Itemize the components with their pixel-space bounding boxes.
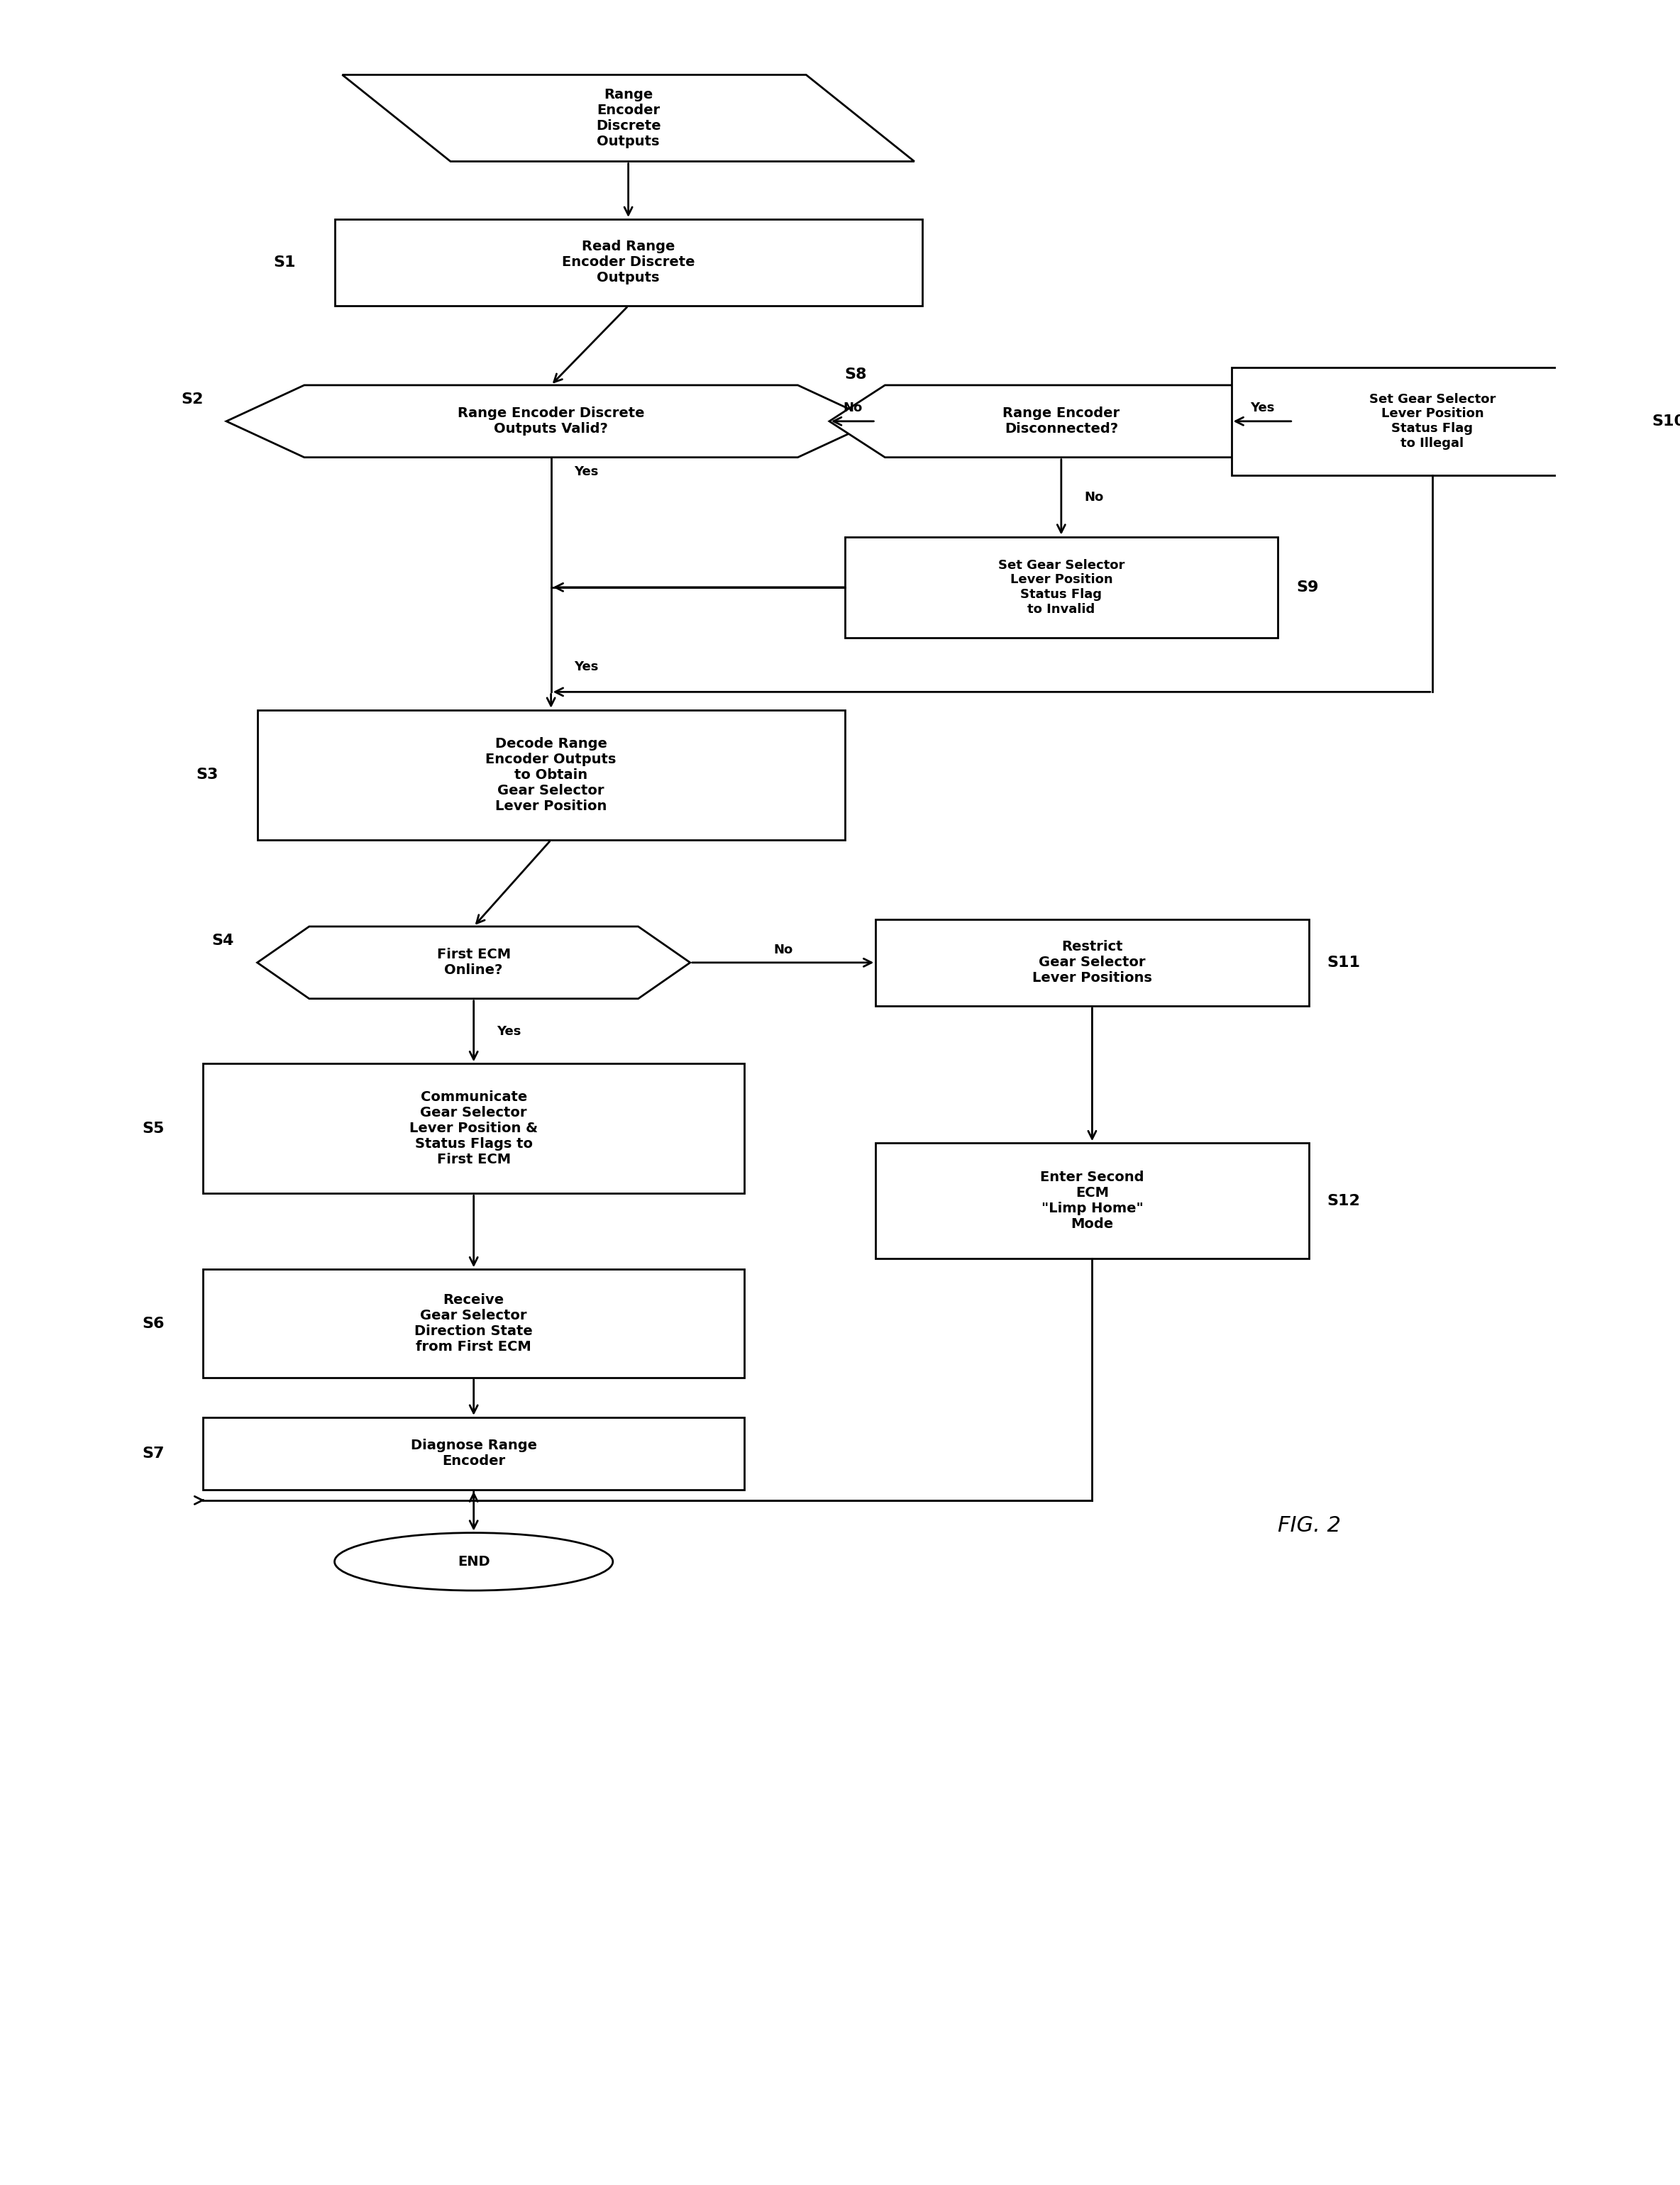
Text: No: No: [773, 944, 793, 957]
Bar: [203, 1418, 744, 1490]
Text: Restrict
Gear Selector
Lever Positions: Restrict Gear Selector Lever Positions: [1032, 940, 1152, 985]
Text: FIG. 2: FIG. 2: [1278, 1514, 1341, 1536]
Text: Set Gear Selector
Lever Position
Status Flag
to Illegal: Set Gear Selector Lever Position Status …: [1369, 393, 1495, 450]
Text: Yes: Yes: [497, 1025, 521, 1038]
Text: S6: S6: [143, 1315, 165, 1331]
Bar: [845, 538, 1278, 638]
Text: S2: S2: [181, 393, 203, 406]
Text: Read Range
Encoder Discrete
Outputs: Read Range Encoder Discrete Outputs: [561, 240, 696, 284]
Text: S12: S12: [1327, 1193, 1361, 1208]
Text: Enter Second
ECM
"Limp Home"
Mode: Enter Second ECM "Limp Home" Mode: [1040, 1171, 1144, 1230]
Text: S5: S5: [143, 1121, 165, 1136]
Bar: [875, 920, 1309, 1005]
Text: S1: S1: [274, 256, 296, 269]
Polygon shape: [257, 926, 690, 999]
Bar: [1231, 367, 1633, 476]
Text: Range Encoder Discrete
Outputs Valid?: Range Encoder Discrete Outputs Valid?: [457, 406, 645, 435]
Bar: [203, 1064, 744, 1193]
Text: END: END: [457, 1556, 491, 1569]
Text: Range Encoder
Disconnected?: Range Encoder Disconnected?: [1003, 406, 1121, 435]
Text: Yes: Yes: [1250, 402, 1275, 415]
Text: S11: S11: [1327, 955, 1361, 970]
Text: Range
Encoder
Discrete
Outputs: Range Encoder Discrete Outputs: [596, 87, 660, 149]
Text: No: No: [1084, 492, 1104, 503]
Text: S8: S8: [845, 367, 867, 382]
Text: Diagnose Range
Encoder: Diagnose Range Encoder: [410, 1440, 538, 1468]
Text: Yes: Yes: [575, 660, 598, 673]
Text: Receive
Gear Selector
Direction State
from First ECM: Receive Gear Selector Direction State fr…: [415, 1294, 533, 1355]
Text: First ECM
Online?: First ECM Online?: [437, 948, 511, 977]
Text: Decode Range
Encoder Outputs
to Obtain
Gear Selector
Lever Position: Decode Range Encoder Outputs to Obtain G…: [486, 736, 617, 813]
Ellipse shape: [334, 1532, 613, 1591]
Text: S10: S10: [1651, 415, 1680, 428]
Text: S4: S4: [212, 933, 234, 948]
Text: Set Gear Selector
Lever Position
Status Flag
to Invalid: Set Gear Selector Lever Position Status …: [998, 559, 1124, 616]
Text: S3: S3: [197, 767, 218, 782]
Bar: [203, 1269, 744, 1377]
Text: Yes: Yes: [575, 465, 598, 479]
Polygon shape: [830, 385, 1294, 457]
Text: No: No: [843, 402, 862, 415]
Text: Communicate
Gear Selector
Lever Position &
Status Flags to
First ECM: Communicate Gear Selector Lever Position…: [410, 1090, 538, 1167]
Polygon shape: [343, 74, 914, 162]
Text: S7: S7: [143, 1446, 165, 1460]
Text: S9: S9: [1297, 581, 1319, 594]
Bar: [875, 1143, 1309, 1259]
Bar: [257, 710, 845, 839]
Bar: [334, 218, 922, 306]
Polygon shape: [227, 385, 875, 457]
